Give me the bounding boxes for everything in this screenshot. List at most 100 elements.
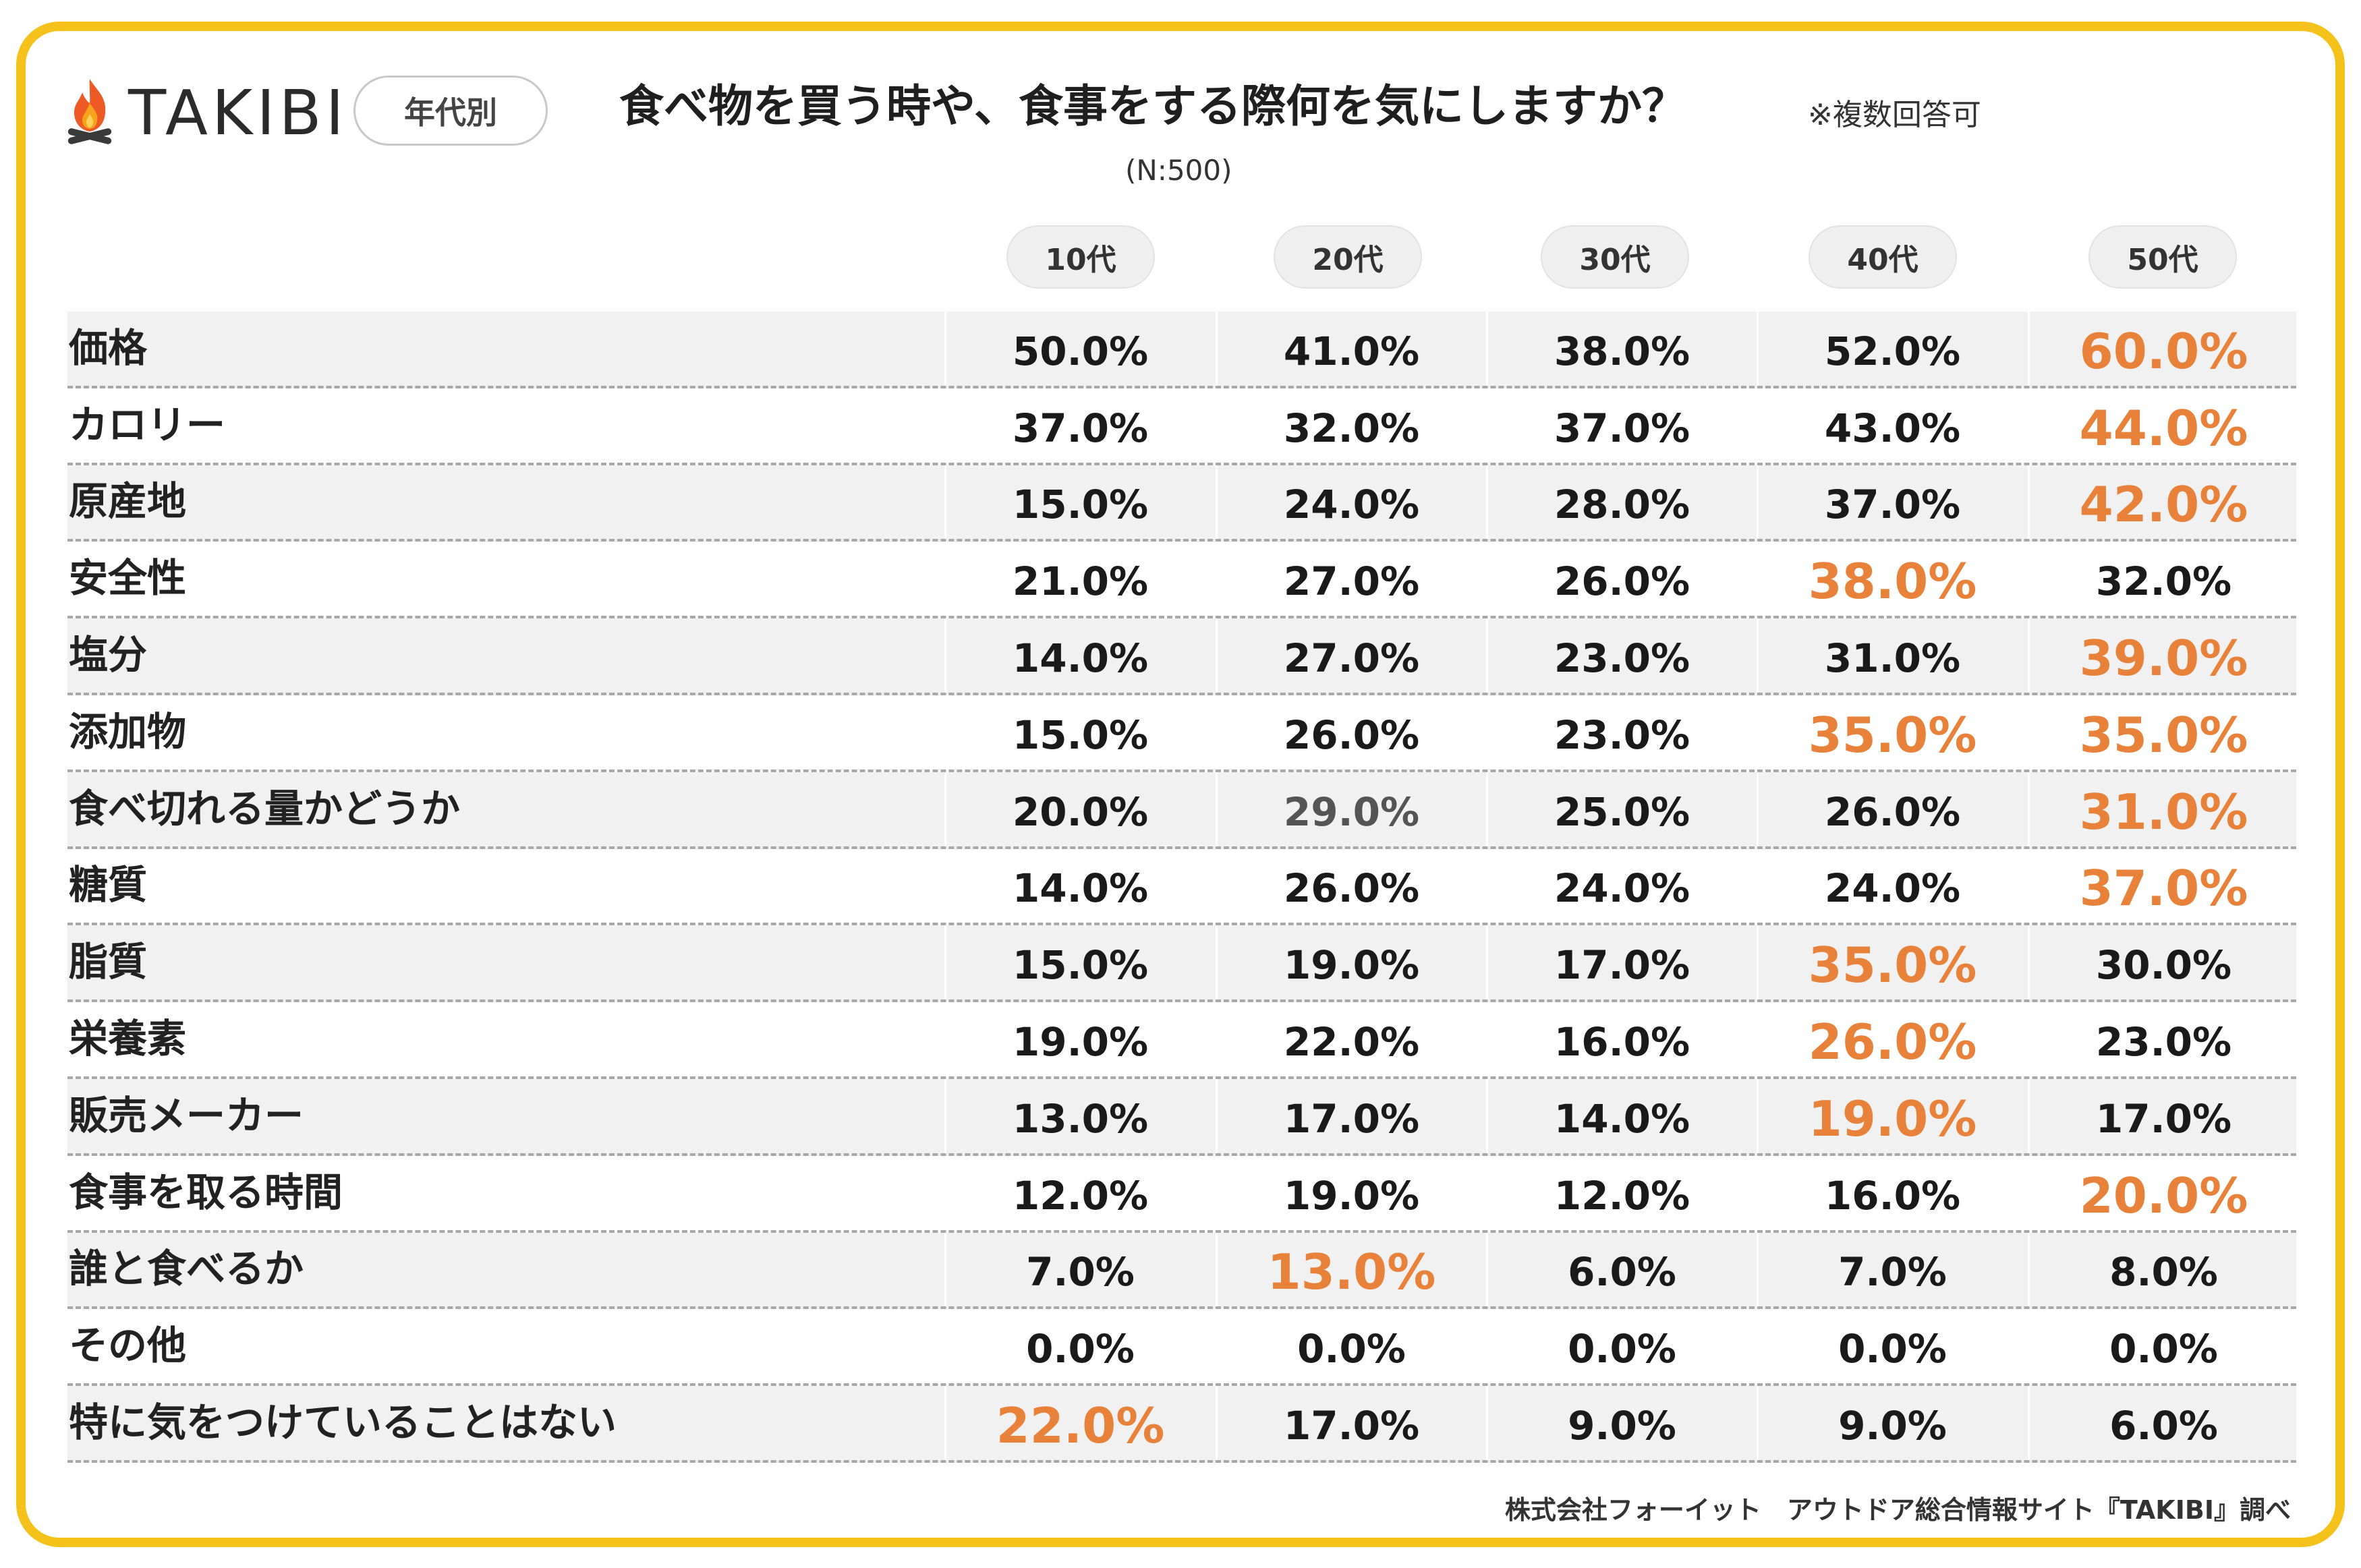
sample-size: (N:500) <box>1125 154 1232 187</box>
footer-credit: 株式会社フォーイット アウトドア総合情報サイト『TAKIBI』調べ <box>1504 1495 2291 1525</box>
table-cell: 16.0% <box>1486 1002 1756 1076</box>
category-badge: 年代別 <box>353 76 548 146</box>
table-cell: 8.0% <box>2028 1232 2298 1307</box>
table-cell: 26.0% <box>1757 772 2026 846</box>
table-cell: 21.0% <box>944 542 1214 616</box>
table-cell: 27.0% <box>1216 618 1485 693</box>
table-cell: 23.0% <box>1486 618 1756 693</box>
table-cell: 13.0% <box>1216 1232 1485 1307</box>
data-table: 価格 50.0% 41.0% 38.0% 52.0% 60.0% カロリー 37.0% 32.0… <box>67 312 2296 1463</box>
table-cell: 19.0% <box>944 1002 1214 1076</box>
column-header: 10代 <box>1006 225 1155 289</box>
table-row: 塩分 14.0% 27.0% 23.0% 31.0% 39.0% <box>67 618 2296 695</box>
table-cell: 37.0% <box>1757 465 2026 540</box>
table-cell: 0.0% <box>1216 1309 1485 1384</box>
table-cell: 24.0% <box>1216 465 1485 540</box>
table-cell: 15.0% <box>944 925 1214 1000</box>
table-cell: 35.0% <box>1757 695 2026 770</box>
table-cell: 12.0% <box>1486 1155 1756 1230</box>
table-cell: 42.0% <box>2028 465 2298 540</box>
table-cell: 9.0% <box>1757 1386 2026 1460</box>
table-row: 誰と食べるか 7.0% 13.0% 6.0% 7.0% 8.0% <box>67 1232 2298 1310</box>
table-row: 食事を取る時間 12.0% 19.0% 12.0% 16.0% 20.0% <box>67 1155 2298 1233</box>
row-label: 価格 <box>69 324 148 371</box>
table-cell: 0.0% <box>944 1309 1214 1384</box>
table-cell: 14.0% <box>944 848 1214 923</box>
table-cell: 32.0% <box>1216 388 1485 463</box>
table-cell: 27.0% <box>1216 542 1485 616</box>
table-cell: 38.0% <box>1757 542 2026 616</box>
table-cell: 24.0% <box>1486 848 1756 923</box>
table-cell: 20.0% <box>944 772 1214 846</box>
table-cell: 19.0% <box>1757 1078 2026 1153</box>
table-cell: 7.0% <box>944 1232 1214 1307</box>
table-cell: 24.0% <box>1757 848 2026 923</box>
table-cell: 16.0% <box>1757 1155 2026 1230</box>
table-cell: 26.0% <box>1216 695 1485 770</box>
table-cell: 35.0% <box>2028 695 2298 770</box>
title-note: ※複数回答可 <box>1808 98 1981 132</box>
table-cell: 22.0% <box>1216 1002 1485 1076</box>
table-cell: 28.0% <box>1486 465 1756 540</box>
table-cell: 19.0% <box>1216 1155 1485 1230</box>
table-row: カロリー 37.0% 32.0% 37.0% 43.0% 44.0% <box>67 388 2296 465</box>
table-cell: 29.0% <box>1216 772 1485 846</box>
row-label: 糖質 <box>69 862 148 908</box>
table-cell: 20.0% <box>2028 1155 2298 1230</box>
row-label: 脂質 <box>69 939 148 985</box>
table-cell: 38.0% <box>1486 312 1756 386</box>
row-label: 特に気をつけていることはない <box>69 1399 617 1446</box>
table-row: 販売メーカー 13.0% 17.0% 14.0% 19.0% 17.0% <box>67 1078 2298 1156</box>
table-cell: 26.0% <box>1757 1002 2026 1076</box>
table-cell: 23.0% <box>1486 695 1756 770</box>
row-label: 原産地 <box>69 478 187 525</box>
table-cell: 37.0% <box>1486 388 1756 463</box>
table-row: 特に気をつけていることはない 22.0% 17.0% 9.0% 9.0% 6.0% <box>67 1386 2296 1463</box>
row-label: 安全性 <box>69 555 187 602</box>
column-header: 20代 <box>1274 225 1422 289</box>
table-cell: 15.0% <box>944 695 1214 770</box>
table-cell: 26.0% <box>1486 542 1756 616</box>
row-label: 添加物 <box>69 708 187 755</box>
table-row: 安全性 21.0% 27.0% 26.0% 38.0% 32.0% <box>67 542 2296 619</box>
table-cell: 17.0% <box>2028 1078 2298 1153</box>
table-cell: 14.0% <box>944 618 1214 693</box>
table-cell: 12.0% <box>944 1155 1214 1230</box>
table-cell: 41.0% <box>1216 312 1485 386</box>
table-cell: 37.0% <box>2028 848 2298 923</box>
logo-text: TAKIBI <box>128 77 348 149</box>
table-cell: 31.0% <box>2028 772 2298 846</box>
table-cell: 39.0% <box>2028 618 2298 693</box>
table-cell: 26.0% <box>1216 848 1485 923</box>
logo: TAKIBI <box>62 73 348 154</box>
table-cell: 7.0% <box>1757 1232 2026 1307</box>
table-cell: 43.0% <box>1757 388 2026 463</box>
table-row: 食べ切れる量かどうか 20.0% 29.0% 25.0% 26.0% 31.0% <box>67 772 2296 849</box>
row-label: カロリー <box>69 401 226 448</box>
table-cell: 44.0% <box>2028 388 2298 463</box>
table-row: 添加物 15.0% 26.0% 23.0% 35.0% 35.0% <box>67 695 2296 772</box>
table-cell: 35.0% <box>1757 925 2026 1000</box>
table-row: 原産地 15.0% 24.0% 28.0% 37.0% 42.0% <box>67 465 2296 542</box>
row-label: 食事を取る時間 <box>69 1169 343 1215</box>
table-cell: 17.0% <box>1216 1078 1485 1153</box>
table-cell: 23.0% <box>2028 1002 2298 1076</box>
table-row: 糖質 14.0% 26.0% 24.0% 24.0% 37.0% <box>67 848 2298 926</box>
table-cell: 22.0% <box>944 1386 1214 1460</box>
table-row: 栄養素 19.0% 22.0% 16.0% 26.0% 23.0% <box>67 1002 2296 1079</box>
row-label: 食べ切れる量かどうか <box>69 785 461 832</box>
table-cell: 9.0% <box>1486 1386 1756 1460</box>
row-label: 販売メーカー <box>69 1092 304 1138</box>
table-cell: 0.0% <box>1486 1309 1756 1384</box>
table-cell: 19.0% <box>1216 925 1485 1000</box>
table-cell: 0.0% <box>1757 1309 2026 1384</box>
table-cell: 17.0% <box>1216 1386 1485 1460</box>
table-cell: 60.0% <box>2028 312 2298 386</box>
row-label: 塩分 <box>69 632 148 678</box>
table-cell: 13.0% <box>944 1078 1214 1153</box>
row-label: その他 <box>69 1323 187 1369</box>
table-cell: 30.0% <box>2028 925 2298 1000</box>
column-header: 40代 <box>1809 225 1957 289</box>
table-cell: 6.0% <box>2028 1386 2298 1460</box>
table-cell: 17.0% <box>1486 925 1756 1000</box>
